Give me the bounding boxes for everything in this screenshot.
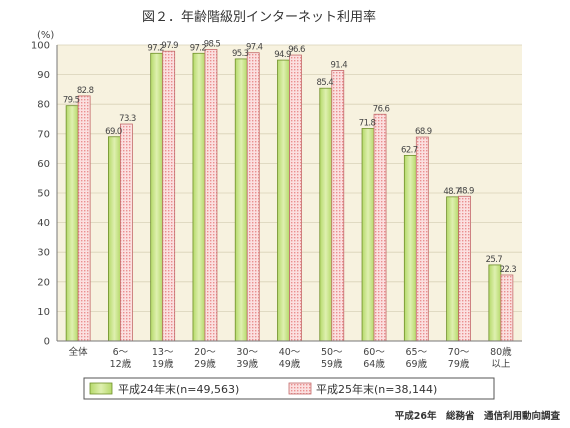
y-tick-label: 40	[37, 218, 50, 229]
x-category-label: 59歳	[321, 358, 343, 370]
data-label: 79.5	[63, 96, 80, 106]
data-label: 96.6	[288, 45, 305, 55]
bar	[361, 128, 375, 342]
data-label: 97.2	[147, 43, 164, 53]
x-category-label: 60～	[363, 347, 385, 358]
bar	[289, 54, 302, 342]
y-axis-unit: (%)	[37, 30, 54, 41]
legend: 平成24年末(n=49,563) 平成25年末(n=38,144)	[83, 377, 495, 400]
x-category-label: 40～	[279, 347, 301, 358]
bar	[204, 49, 218, 342]
bar	[150, 52, 164, 342]
legend-label-2013: 平成25年末(n=38,144)	[316, 382, 437, 396]
data-labels: 79.582.869.073.397.297.9 97.298.595.397.4…	[63, 39, 517, 275]
y-tick-label: 70	[37, 129, 50, 140]
data-label: 98.5	[204, 39, 221, 49]
bar	[446, 196, 459, 342]
y-tick-label: 0	[44, 337, 50, 348]
bar	[108, 136, 121, 342]
bar	[246, 52, 260, 342]
legend-swatch-2013	[288, 382, 312, 395]
bar	[373, 113, 387, 342]
x-category-label: 29歳	[194, 358, 216, 370]
data-label: 97.4	[246, 43, 263, 53]
bar	[403, 155, 417, 342]
y-tick-label: 60	[37, 159, 50, 170]
source-note: 平成26年 総務省 通信利用動向調査	[395, 410, 561, 422]
data-label: 76.6	[373, 104, 390, 114]
y-tick-label: 80	[37, 100, 50, 111]
legend-label-2012: 平成24年末(n=49,563)	[118, 382, 239, 396]
bar	[277, 59, 290, 342]
x-category-label: 全体	[69, 346, 89, 358]
data-label: 97.9	[161, 41, 178, 51]
x-category-label: 13～	[152, 347, 174, 358]
data-label: 91.4	[331, 60, 348, 70]
x-category-label: 6～	[113, 347, 129, 358]
data-label: 68.9	[415, 127, 432, 137]
data-label: 25.7	[486, 255, 503, 265]
x-category-label: 12歳	[110, 358, 132, 370]
data-label: 62.7	[401, 145, 418, 155]
data-label: 73.3	[119, 114, 136, 124]
y-axis-ticks: 0 10 20 30 40 50 60 70 80 90 100	[31, 41, 50, 348]
bar	[458, 195, 471, 342]
bar	[77, 95, 91, 342]
x-category-label: 49歳	[279, 358, 301, 370]
legend-swatch-2012	[89, 382, 113, 395]
data-label: 97.2	[190, 43, 207, 53]
y-tick-label: 100	[31, 41, 50, 52]
bar	[162, 50, 176, 342]
bars	[65, 49, 514, 342]
x-category-label: 69歳	[406, 358, 428, 370]
chart-title: 図２．年齢階級別インターネット利用率	[142, 9, 376, 25]
bar	[331, 70, 345, 342]
bar	[120, 123, 133, 342]
x-category-label: 70～	[448, 347, 470, 358]
bar	[65, 105, 79, 342]
bar	[488, 264, 502, 342]
x-category-label: 50～	[321, 347, 343, 358]
x-category-label: 79歳	[448, 358, 470, 370]
y-tick-label: 50	[37, 189, 50, 200]
bar	[319, 87, 333, 342]
y-tick-label: 10	[37, 307, 50, 318]
x-category-label: 65～	[406, 347, 428, 358]
y-tick-label: 90	[37, 70, 50, 81]
x-category-label: 64歳	[363, 358, 385, 370]
data-label: 48.9	[457, 186, 474, 196]
data-label: 85.4	[317, 78, 334, 88]
data-label: 94.9	[274, 50, 291, 60]
data-label: 95.3	[232, 49, 249, 59]
y-tick-label: 30	[37, 248, 50, 259]
y-tick-label: 20	[37, 277, 50, 288]
bar	[234, 58, 248, 342]
bar	[500, 274, 514, 342]
x-category-label: 19歳	[152, 358, 174, 370]
x-category-label: 以上	[491, 359, 511, 370]
x-category-label: 80歳	[490, 346, 512, 358]
x-axis-categories: 全体 6～12歳 13～19歳 20～29歳 30～39歳 40～49歳 50～59歳 60～…	[69, 346, 513, 370]
bar	[415, 136, 429, 342]
bar	[192, 52, 206, 342]
data-label: 69.0	[105, 127, 122, 137]
data-label: 82.8	[77, 86, 94, 96]
x-category-label: 39歳	[236, 358, 258, 370]
data-label: 71.8	[359, 118, 376, 128]
x-category-label: 20～	[194, 347, 216, 358]
x-category-label: 30～	[236, 347, 258, 358]
data-label: 48.7	[443, 187, 460, 197]
data-label: 22.3	[500, 265, 517, 275]
